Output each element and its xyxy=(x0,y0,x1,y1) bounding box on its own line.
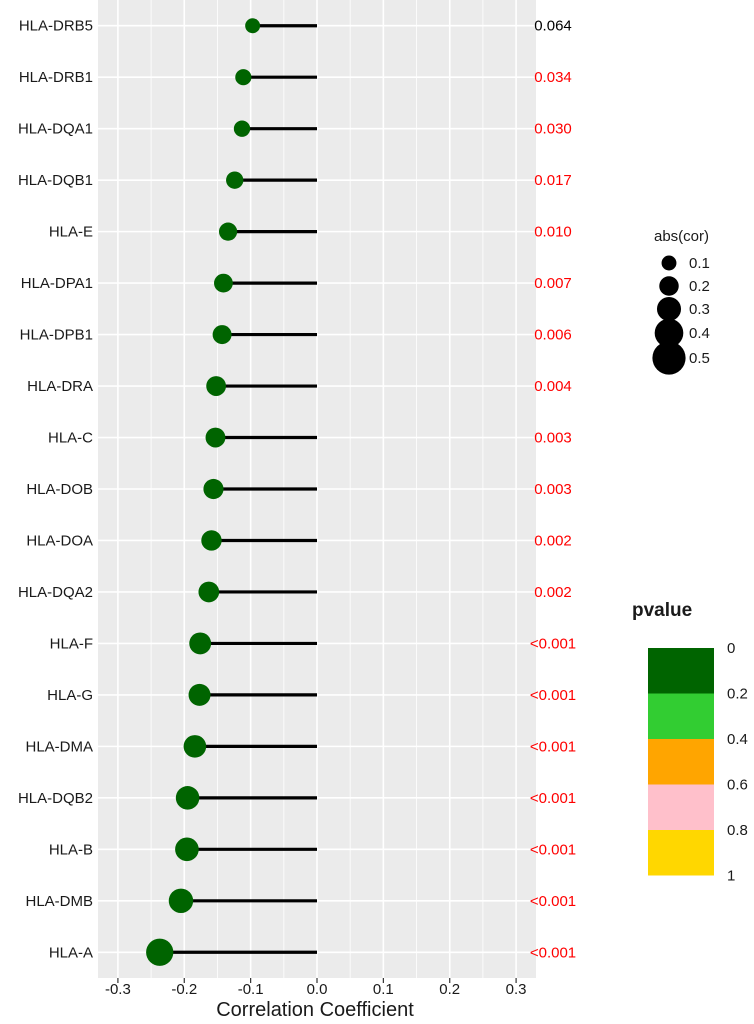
color-legend: pvalue 0 0.2 0.4 0.6 0.8 1 xyxy=(632,600,748,885)
lollipop-point xyxy=(235,69,252,86)
pvalue-label: 0.010 xyxy=(534,224,572,241)
gene-label: HLA-DQA2 xyxy=(18,584,93,601)
pvalue-label: 0.034 xyxy=(534,69,572,86)
pvalue-label: <0.001 xyxy=(530,738,576,755)
lollipop-point xyxy=(198,581,220,603)
gene-label: HLA-DMB xyxy=(25,893,93,910)
gene-label: HLA-DPB1 xyxy=(20,327,93,344)
size-legend-label: 0.1 xyxy=(689,255,710,272)
size-legend-label: 0.5 xyxy=(689,350,710,367)
color-legend-label: 0.8 xyxy=(727,822,748,839)
lollipop-point xyxy=(226,171,244,189)
gene-label: HLA-E xyxy=(49,224,93,241)
size-legend-dot xyxy=(659,276,679,296)
lollipop-point xyxy=(206,376,227,396)
color-legend-label: 1 xyxy=(727,868,735,885)
x-axis-title: Correlation Coefficient xyxy=(216,999,414,1021)
gene-label: HLA-DRA xyxy=(27,378,93,395)
pvalue-label: 0.006 xyxy=(534,327,572,344)
x-tick-label: -0.1 xyxy=(238,981,264,998)
gene-label: HLA-DQA1 xyxy=(18,121,93,138)
lollipop-point xyxy=(189,632,212,655)
pvalue-label: 0.017 xyxy=(534,172,572,189)
color-legend-swatch xyxy=(648,830,714,876)
size-legend-label: 0.3 xyxy=(689,301,710,318)
lollipop-point xyxy=(168,888,194,914)
pvalue-label: <0.001 xyxy=(530,687,576,704)
size-legend-title: abs(cor) xyxy=(654,228,709,245)
lollipop-point xyxy=(203,478,224,500)
size-legend-dot xyxy=(661,255,677,271)
lollipop-segments xyxy=(159,24,317,954)
pvalue-label: 0.064 xyxy=(534,18,572,35)
lollipop-point xyxy=(188,683,211,706)
lollipop-points xyxy=(146,18,261,966)
pvalue-labels: 0.064 0.034 0.030 0.017 0.010 0.007 0.006 0.004… xyxy=(530,18,576,962)
lollipop-point xyxy=(201,530,222,551)
x-tick-label: 0.0 xyxy=(307,981,328,998)
gene-label: HLA-DMA xyxy=(25,738,93,755)
lollipop-point xyxy=(175,786,200,810)
gene-label: HLA-DPA1 xyxy=(21,275,93,292)
gene-label: HLA-DOA xyxy=(26,532,93,549)
color-legend-swatch xyxy=(648,739,714,785)
size-legend-dot xyxy=(652,341,686,375)
x-axis-ticks: -0.3 -0.2 -0.1 0.0 0.1 0.2 0.3 xyxy=(105,978,527,998)
x-tick-label: -0.3 xyxy=(105,981,131,998)
color-legend-swatch xyxy=(648,648,714,694)
pvalue-label: <0.001 xyxy=(530,635,576,652)
lollipop-point xyxy=(205,427,226,448)
color-legend-label: 0 xyxy=(727,640,735,657)
color-legend-title: pvalue xyxy=(632,600,692,621)
gene-label: HLA-DOB xyxy=(26,481,93,498)
gene-labels: HLA-DRB5 HLA-DRB1 HLA-DQA1 HLA-DQB1 HLA-E HLA… xyxy=(18,18,93,962)
gene-label: HLA-A xyxy=(49,944,93,961)
color-legend-label: 0.2 xyxy=(727,686,748,703)
lollipop-point xyxy=(183,735,207,758)
size-legend-dot xyxy=(654,318,684,348)
pvalue-label: 0.004 xyxy=(534,378,572,395)
gene-label: HLA-G xyxy=(47,687,93,704)
gene-label: HLA-DQB1 xyxy=(18,172,93,189)
pvalue-label: 0.003 xyxy=(534,481,572,498)
lollipop-point xyxy=(212,325,232,345)
pvalue-label: <0.001 xyxy=(530,893,576,910)
lollipop-point xyxy=(233,120,251,137)
lollipop-point xyxy=(218,222,238,241)
size-legend: abs(cor) 0.1 0.2 0.3 0.4 0.5 xyxy=(652,228,710,375)
lollipop-point xyxy=(146,938,174,966)
pvalue-label: <0.001 xyxy=(530,790,576,807)
size-legend-dot xyxy=(656,296,682,322)
x-tick-label: -0.2 xyxy=(171,981,197,998)
color-legend-label: 0.4 xyxy=(727,731,748,748)
pvalue-label: 0.007 xyxy=(534,275,572,292)
pvalue-label: <0.001 xyxy=(530,944,576,961)
lollipop-point xyxy=(214,273,233,293)
x-tick-label: 0.3 xyxy=(506,981,527,998)
color-legend-swatch xyxy=(648,693,714,739)
gene-label: HLA-B xyxy=(49,841,93,858)
pvalue-label: 0.002 xyxy=(534,532,572,549)
color-legend-label: 0.6 xyxy=(727,777,748,794)
pvalue-label: 0.003 xyxy=(534,430,572,447)
gene-label: HLA-DQB2 xyxy=(18,790,93,807)
pvalue-label: 0.002 xyxy=(534,584,572,601)
color-legend-swatch xyxy=(648,784,714,830)
lollipop-point xyxy=(175,837,199,862)
size-legend-label: 0.4 xyxy=(689,325,710,342)
pvalue-label: 0.030 xyxy=(534,121,572,138)
gene-label: HLA-DRB5 xyxy=(19,18,93,35)
gene-label: HLA-DRB1 xyxy=(19,69,93,86)
gene-label: HLA-C xyxy=(48,430,93,447)
pvalue-label: <0.001 xyxy=(530,841,576,858)
size-legend-label: 0.2 xyxy=(689,278,710,295)
lollipop-point xyxy=(245,18,261,34)
gene-label: HLA-F xyxy=(50,635,93,652)
x-tick-label: 0.2 xyxy=(439,981,460,998)
x-tick-label: 0.1 xyxy=(373,981,394,998)
